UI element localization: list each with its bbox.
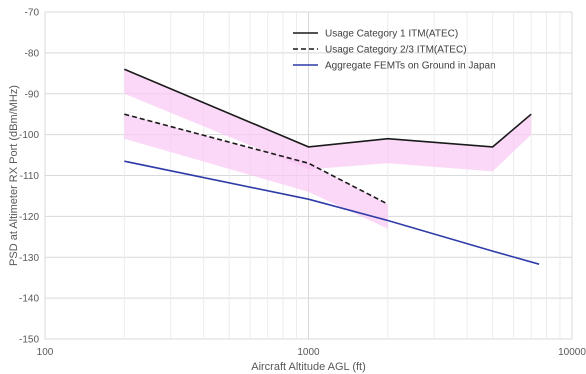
y-tick-label: -140 — [19, 294, 39, 305]
x-tick-label: 100 — [37, 347, 54, 358]
y-tick-label: -120 — [19, 212, 39, 223]
legend: Usage Category 1 ITM(ATEC) Usage Category… — [293, 29, 496, 72]
legend-label-2: Usage Category 2/3 ITM(ATEC) — [325, 45, 467, 56]
y-tick-label: -90 — [25, 89, 40, 100]
y-tick-label: -80 — [25, 48, 40, 59]
y-tick-label: -100 — [19, 130, 39, 141]
x-tick-label: 10000 — [558, 347, 586, 358]
x-tick-labels: 100 1000 10000 — [37, 347, 586, 358]
y-tick-label: -150 — [19, 335, 39, 346]
y-tick-labels: -150 -140 -130 -120 -110 -100 -90 -80 -70 — [19, 8, 39, 346]
legend-label-1: Usage Category 1 ITM(ATEC) — [325, 29, 458, 40]
x-axis-label: Aircraft Altitude AGL (ft) — [251, 361, 366, 373]
y-tick-label: -70 — [25, 8, 40, 19]
legend-label-3: Aggregate FEMTs on Ground in Japan — [325, 61, 496, 72]
y-tick-label: -110 — [20, 171, 40, 182]
y-tick-label: -130 — [19, 253, 39, 264]
y-axis-label: PSD at Altimeter RX Port (dBm/MHz) — [8, 85, 20, 266]
x-tick-label: 1000 — [297, 347, 320, 358]
